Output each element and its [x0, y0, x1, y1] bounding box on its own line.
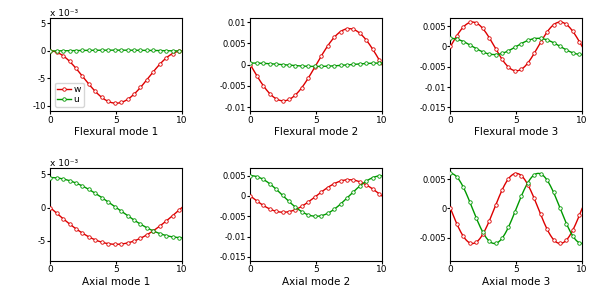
X-axis label: Flexural mode 3: Flexural mode 3 [474, 128, 558, 137]
X-axis label: Axial mode 1: Axial mode 1 [82, 277, 150, 287]
X-axis label: Axial mode 2: Axial mode 2 [282, 277, 350, 287]
Text: x 10⁻³: x 10⁻³ [50, 158, 79, 167]
X-axis label: Flexural mode 2: Flexural mode 2 [274, 128, 358, 137]
X-axis label: Axial mode 3: Axial mode 3 [482, 277, 550, 287]
X-axis label: Flexural mode 1: Flexural mode 1 [74, 128, 158, 137]
Text: x 10⁻³: x 10⁻³ [50, 9, 79, 18]
Legend: w, u: w, u [55, 82, 84, 107]
